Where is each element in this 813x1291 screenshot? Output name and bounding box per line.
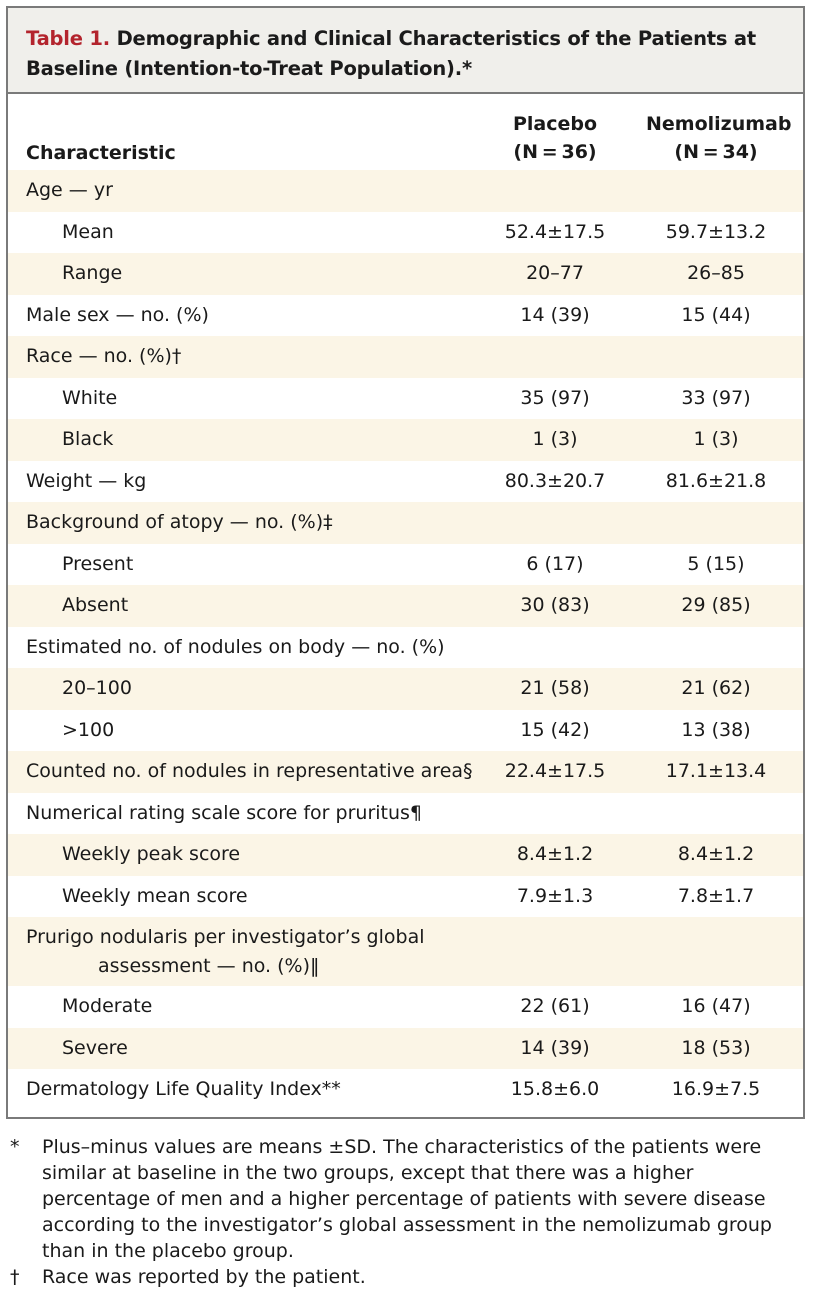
row-label: Age — yr [26,179,113,201]
table-row: Weight — kg 80.3±20.7 81.6±21.8 [8,461,803,503]
row-label: Black [62,428,114,450]
footnote-text: Plus–minus values are means ±SD. The cha… [42,1136,772,1262]
row-label: Weekly mean score [62,884,248,907]
row-label: White [62,386,118,409]
header-nemolizumab-name: Nemolizumab [646,113,792,135]
nemolizumab-value: 16 (47) [681,995,751,1017]
nemolizumab-value: 29 (85) [681,594,751,616]
placebo-value: 7.9±1.3 [516,884,594,907]
table-row: Mean 52.4±17.5 59.7±13.2 [8,212,803,254]
footnote-text: Race was reported by the patient. [42,1266,366,1288]
table-row: Range 20–77 26–85 [8,253,803,295]
table-row: Race — no. (%)† [8,336,803,378]
nemolizumab-value: 16.9±7.5 [671,1078,761,1100]
placebo-value: 15 (42) [520,718,590,741]
header-placebo: Placebo (N = 36) [485,110,625,166]
nemolizumab-value: 81.6±21.8 [665,469,767,492]
table-title-text: Demographic and Clinical Characteristics… [26,27,756,80]
placebo-value: 15.8±6.0 [510,1078,600,1100]
table-row: Present 6 (17) 5 (15) [8,544,803,586]
table-row: Counted no. of nodules in representative… [8,751,803,793]
table-row: Weekly mean score 7.9±1.3 7.8±1.7 [8,876,803,918]
nemolizumab-value: 17.1±13.4 [665,760,767,782]
row-label: Severe [62,1036,128,1059]
table-row: White 35 (97) 33 (97) [8,378,803,420]
row-label-line2: assessment — no. (%)‖ [98,955,320,977]
table-row: Dermatology Life Quality Index** 15.8±6.0… [8,1069,803,1111]
table-row: Severe 14 (39) 18 (53) [8,1027,803,1069]
nemolizumab-value: 1 (3) [693,428,739,450]
row-label: Range [62,262,123,284]
table-number: Table 1. [26,27,110,50]
placebo-value: 8.4±1.2 [516,843,594,865]
table-row: Male sex — no. (%) 14 (39) 15 (44) [8,295,803,337]
header-characteristic: Characteristic [26,142,176,164]
placebo-value: 14 (39) [520,303,590,326]
row-label: 20–100 [62,677,132,699]
nemolizumab-value: 5 (15) [687,552,745,575]
nemolizumab-value: 18 (53) [681,1036,751,1059]
table-title: Table 1. Demographic and Clinical Charac… [26,24,785,84]
nemolizumab-value: 59.7±13.2 [665,220,767,243]
placebo-value: 6 (17) [526,552,584,575]
row-label: Weekly peak score [62,843,241,865]
placebo-value: 14 (39) [520,1036,590,1059]
table-body: Age — yr Mean 52.4±17.5 59.7±13.2 Range 20–… [8,170,803,1111]
row-label: Prurigo nodularis per investigator’s glo… [26,923,425,981]
placebo-value: 20–77 [526,262,584,284]
nemolizumab-value: 8.4±1.2 [677,843,755,865]
row-label: Present [62,552,134,575]
footnote: † Race was reported by the patient. [6,1264,801,1290]
placebo-value: 35 (97) [520,386,590,409]
table-footnotes: * Plus–minus values are means ±SD. The ch… [6,1134,801,1290]
row-label: Dermatology Life Quality Index** [26,1078,341,1100]
table-row: >100 15 (42) 13 (38) [8,710,803,752]
header-placebo-name: Placebo [512,113,598,135]
row-label: Counted no. of nodules in representative… [26,760,473,782]
placebo-value: 52.4±17.5 [504,220,606,243]
row-label: Numerical rating scale score for pruritu… [26,801,423,824]
row-label-line1: Prurigo nodularis per investigator’s glo… [26,926,425,948]
nemolizumab-value: 13 (38) [681,718,751,741]
footnote-mark: * [10,1136,20,1158]
placebo-value: 22 (61) [520,995,590,1017]
row-label: Male sex — no. (%) [26,303,209,326]
table-row: Moderate 22 (61) 16 (47) [8,986,803,1028]
placebo-value: 30 (83) [520,594,590,616]
table-title-bar: Table 1. Demographic and Clinical Charac… [8,8,803,94]
row-label: Mean [62,220,114,243]
nemolizumab-value: 15 (44) [681,303,751,326]
nemolizumab-value: 26–85 [687,262,745,284]
table-header: Characteristic Placebo (N = 36) Nemolizu… [8,94,803,170]
header-nemolizumab: Nemolizumab (N = 34) [646,110,792,166]
table-row: 20–100 21 (58) 21 (62) [8,668,803,710]
table-row: Age — yr [8,170,803,212]
nemolizumab-value: 33 (97) [681,386,751,409]
table-row: Estimated no. of nodules on body — no. (… [8,627,803,669]
table-row: Prurigo nodularis per investigator’s glo… [8,917,803,986]
header-placebo-n: (N = 36) [513,141,597,163]
footnote: * Plus–minus values are means ±SD. The ch… [6,1134,801,1264]
row-label: Background of atopy — no. (%)‡ [26,511,333,533]
table-row: Weekly peak score 8.4±1.2 8.4±1.2 [8,834,803,876]
table-row: Absent 30 (83) 29 (85) [8,585,803,627]
row-label: Estimated no. of nodules on body — no. (… [26,635,445,658]
row-label: Moderate [62,995,153,1017]
row-label: Weight — kg [26,469,147,492]
placebo-value: 1 (3) [532,428,578,450]
row-label: >100 [62,718,115,741]
placebo-value: 21 (58) [520,677,590,699]
table-row: Black 1 (3) 1 (3) [8,419,803,461]
header-nemolizumab-n: (N = 34) [674,141,758,163]
row-label: Absent [62,594,129,616]
nemolizumab-value: 21 (62) [681,677,751,699]
table-frame: Table 1. Demographic and Clinical Charac… [6,6,805,1119]
footnote-mark: † [10,1266,20,1288]
table-row: Numerical rating scale score for pruritu… [8,793,803,835]
row-label: Race — no. (%)† [26,345,182,367]
table-row: Background of atopy — no. (%)‡ [8,502,803,544]
placebo-value: 80.3±20.7 [504,469,606,492]
placebo-value: 22.4±17.5 [504,760,606,782]
nemolizumab-value: 7.8±1.7 [677,884,755,907]
